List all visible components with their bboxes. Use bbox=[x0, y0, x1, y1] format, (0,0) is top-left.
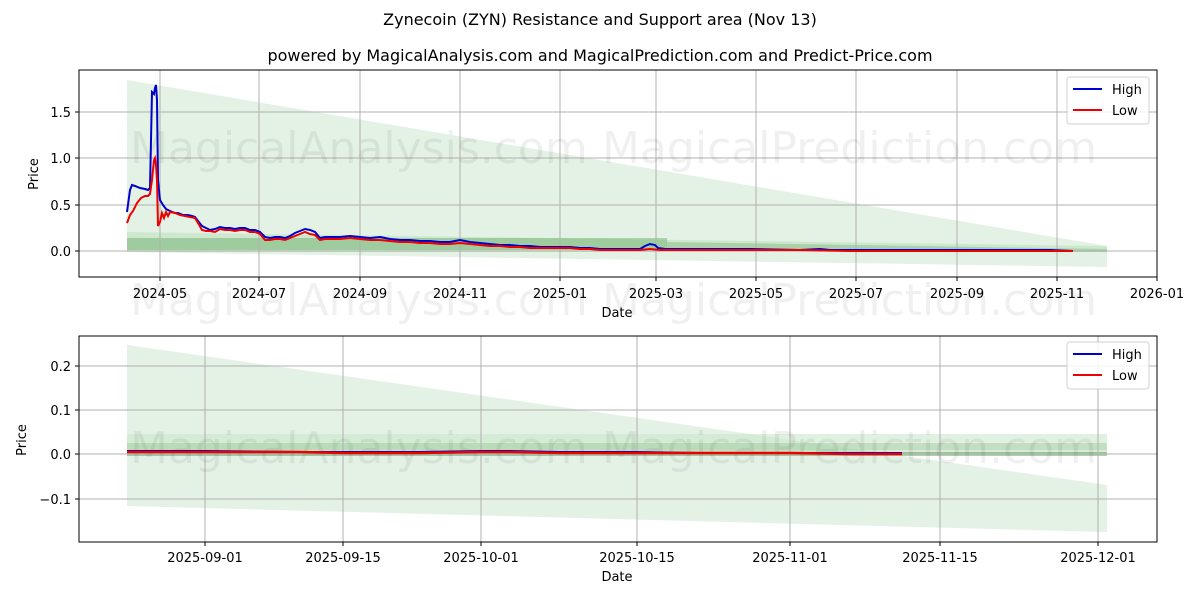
top-outer-band bbox=[127, 80, 1107, 267]
bottom-resistance-band bbox=[127, 434, 1107, 450]
bottom-x-tick: 2025-11-15 bbox=[902, 551, 978, 566]
top-x-axis-label: Date bbox=[601, 306, 632, 321]
bottom-chart: MagicalAnalysis.com MagicalPrediction.co… bbox=[15, 335, 1158, 585]
top-x-tick-marks bbox=[159, 277, 1158, 281]
top-chart: MagicalAnalysis.com MagicalPrediction.co… bbox=[27, 69, 1184, 326]
top-x-tick: 2025-09 bbox=[930, 287, 984, 302]
top-low-line bbox=[126, 154, 1073, 252]
bottom-y-tick: 0.0 bbox=[50, 448, 71, 463]
top-y-tick-marks bbox=[75, 111, 79, 252]
top-y-tick: 1.0 bbox=[50, 152, 71, 167]
top-y-tick: 0.0 bbox=[50, 245, 71, 260]
watermark-magicalanalysis-2: MagicalAnalysis.com bbox=[130, 275, 588, 326]
top-x-tick: 2024-11 bbox=[433, 287, 487, 302]
bottom-x-tick: 2025-09-01 bbox=[167, 551, 243, 566]
watermark-magicalanalysis: MagicalAnalysis.com bbox=[130, 123, 588, 174]
top-x-tick: 2025-11 bbox=[1030, 287, 1084, 302]
legend-low-label: Low bbox=[1112, 104, 1138, 119]
bottom-x-tick: 2025-10-01 bbox=[443, 551, 519, 566]
legend-high-label: High bbox=[1112, 348, 1142, 363]
top-x-tick: 2025-05 bbox=[729, 287, 783, 302]
watermark-magicalprediction-2: MagicalPrediction.com bbox=[602, 275, 1097, 326]
top-y-axis-label: Price bbox=[27, 158, 42, 190]
top-grid bbox=[79, 70, 1157, 277]
top-axes-frame bbox=[78, 69, 1158, 278]
bottom-support-band bbox=[127, 443, 1107, 454]
bottom-y-tick-marks bbox=[75, 365, 79, 500]
bottom-x-tick: 2025-11-01 bbox=[752, 551, 828, 566]
bottom-x-tick: 2025-09-15 bbox=[305, 551, 381, 566]
bottom-legend: High Low bbox=[1066, 341, 1150, 390]
bottom-y-tick: 0.2 bbox=[50, 360, 71, 375]
bottom-low-line bbox=[127, 450, 902, 456]
chart-title: Zynecoin (ZYN) Resistance and Support ar… bbox=[383, 10, 817, 29]
top-x-tick: 2024-07 bbox=[232, 287, 286, 302]
top-legend: High Low bbox=[1066, 76, 1150, 125]
bottom-x-tick: 2025-10-15 bbox=[599, 551, 675, 566]
watermark-magicalprediction: MagicalPrediction.com bbox=[602, 123, 1097, 174]
legend-high-label: High bbox=[1112, 83, 1142, 98]
top-y-tick: 1.5 bbox=[50, 106, 71, 121]
bottom-grid bbox=[79, 336, 1157, 542]
watermark-magicalanalysis-3: MagicalAnalysis.com bbox=[130, 423, 588, 474]
top-y-tick: 0.5 bbox=[50, 199, 71, 214]
top-x-tick: 2025-07 bbox=[829, 287, 883, 302]
legend-low-label: Low bbox=[1112, 369, 1138, 384]
chart-subtitle: powered by MagicalAnalysis.com and Magic… bbox=[267, 46, 933, 65]
bottom-x-axis-label: Date bbox=[601, 570, 632, 585]
bottom-y-axis-label: Price bbox=[15, 424, 30, 456]
bottom-y-tick: −0.1 bbox=[39, 493, 71, 508]
watermark-magicalprediction-3: MagicalPrediction.com bbox=[602, 423, 1097, 474]
top-x-tick: 2024-09 bbox=[333, 287, 387, 302]
bottom-x-tick-marks bbox=[204, 542, 1099, 546]
top-x-tick: 2025-03 bbox=[629, 287, 683, 302]
bottom-axes-frame bbox=[78, 335, 1158, 543]
top-x-tick: 2026-01 bbox=[1130, 287, 1184, 302]
top-x-tick: 2025-01 bbox=[533, 287, 587, 302]
top-x-tick: 2024-05 bbox=[133, 287, 187, 302]
bottom-x-tick: 2025-12-01 bbox=[1060, 551, 1136, 566]
bottom-y-tick: 0.1 bbox=[50, 404, 71, 419]
